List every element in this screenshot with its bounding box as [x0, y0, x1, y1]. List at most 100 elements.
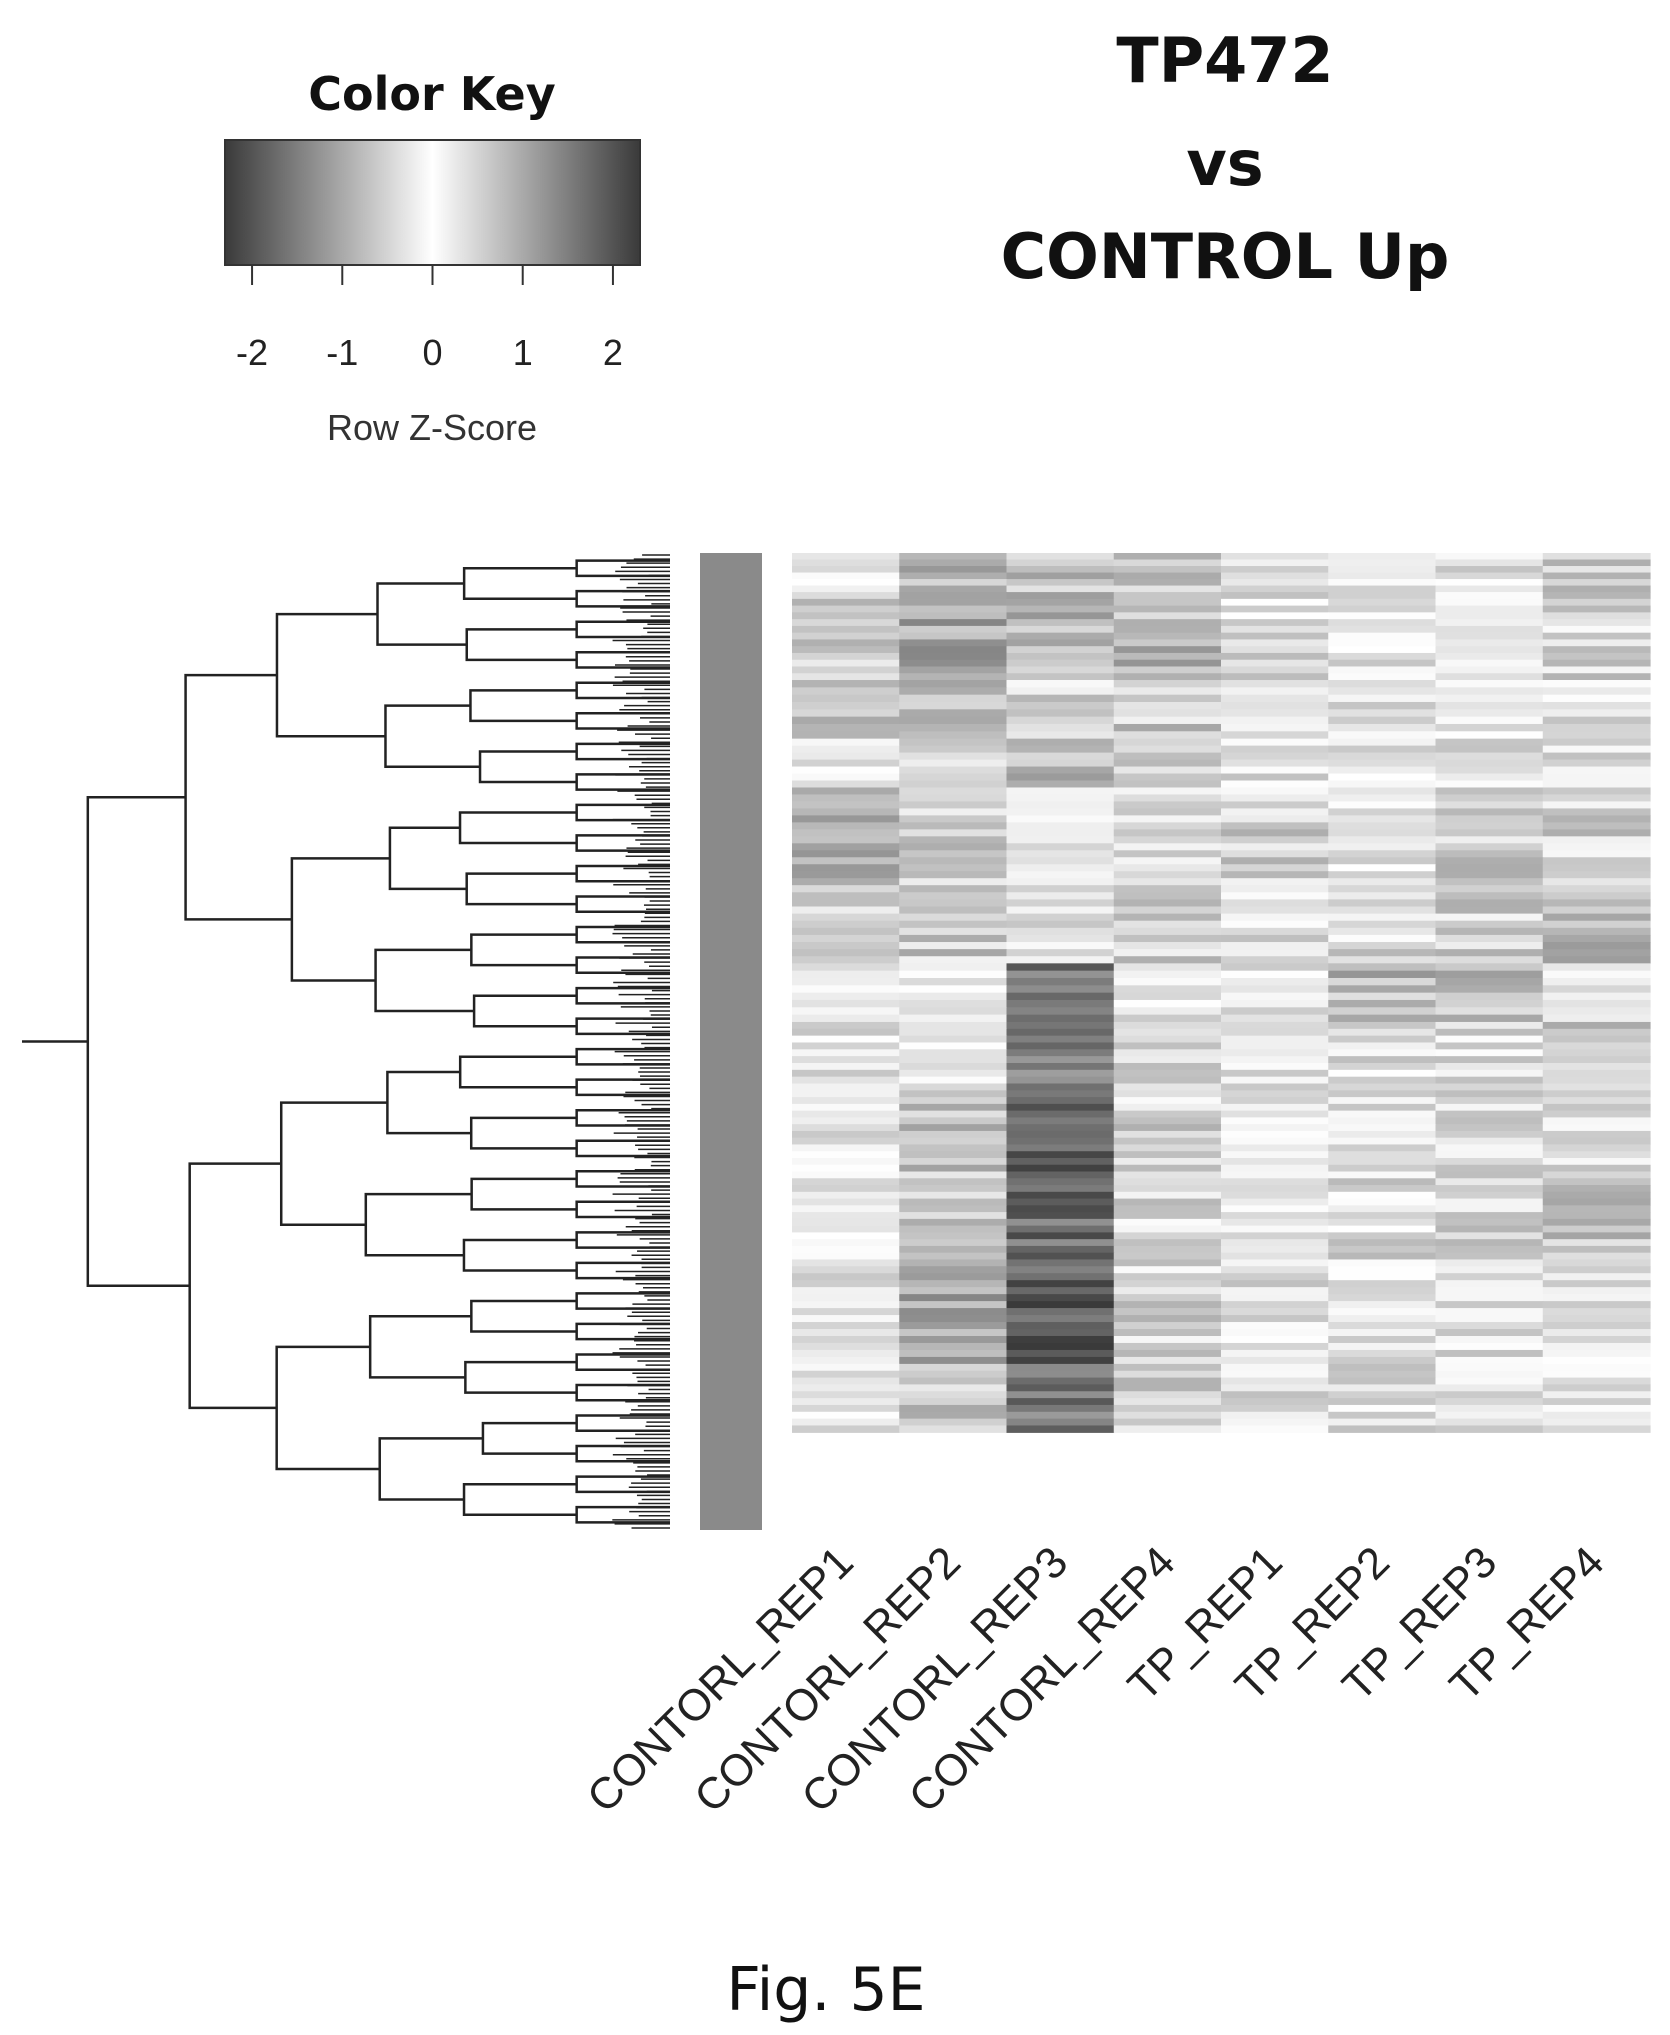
- heatmap-cell: [1006, 1062, 1115, 1071]
- heatmap-cell: [1542, 829, 1651, 837]
- heatmap-cell: [1542, 1322, 1651, 1330]
- heatmap-cell: [899, 1384, 1008, 1392]
- heatmap-cell: [899, 1404, 1008, 1413]
- heatmap-cell: [1221, 878, 1329, 886]
- heatmap-cell: [1328, 1117, 1437, 1125]
- heatmap-cell: [1113, 1384, 1222, 1392]
- heatmap-cell: [1113, 585, 1222, 593]
- heatmap-cell: [1006, 1245, 1115, 1254]
- heatmap-cell: [1006, 801, 1115, 810]
- heatmap-cell: [792, 1363, 900, 1372]
- heatmap-cell: [1006, 1322, 1115, 1330]
- heatmap-cell: [792, 1137, 900, 1146]
- heatmap-cell: [1435, 579, 1544, 587]
- heatmap-cell: [1221, 1062, 1329, 1071]
- heatmap-cell: [1221, 1007, 1329, 1016]
- heatmap-cell: [792, 1014, 900, 1023]
- dendrogram-branch: [575, 1505, 670, 1524]
- heatmap-cell: [1006, 1212, 1115, 1220]
- heatmap-cell: [1435, 992, 1544, 1001]
- heatmap-cell: [1113, 1404, 1222, 1413]
- heatmap-cell: [1006, 1356, 1115, 1365]
- heatmap-cell: [1221, 632, 1329, 641]
- heatmap-cell: [899, 1212, 1008, 1220]
- heatmap-cell: [1113, 1218, 1222, 1227]
- heatmap-cell: [792, 1130, 900, 1139]
- heatmap-cell: [899, 1178, 1008, 1186]
- heatmap-cell: [1006, 1103, 1115, 1112]
- heatmap-cell: [1221, 871, 1329, 879]
- heatmap-cell: [1542, 709, 1651, 718]
- heatmap-cell: [1328, 1398, 1437, 1406]
- heatmap-cell: [1006, 572, 1115, 580]
- heatmap-cell: [1435, 871, 1544, 879]
- heatmap-cell: [899, 694, 1008, 703]
- heatmap-cell: [1435, 680, 1544, 688]
- heatmap-cell: [792, 1356, 900, 1365]
- heatmap-cell: [1113, 942, 1222, 950]
- heatmap-cell: [1328, 701, 1437, 710]
- heatmap-cell: [1435, 716, 1544, 725]
- heatmap-cell: [1328, 1185, 1437, 1193]
- heatmap-cell: [1542, 871, 1651, 879]
- heatmap-cell: [899, 1287, 1008, 1295]
- dendrogram-branch: [290, 857, 390, 982]
- heatmap-cell: [1328, 815, 1437, 823]
- heatmap-cell: [1328, 566, 1437, 574]
- heatmap-cell: [1113, 572, 1222, 580]
- heatmap-cell: [1328, 992, 1437, 1001]
- heatmap-cell: [1221, 619, 1329, 627]
- heatmap-cell: [1542, 1404, 1651, 1413]
- heatmap-cell: [792, 1273, 900, 1281]
- heatmap-cell: [792, 787, 900, 796]
- heatmap-cell: [1435, 1370, 1544, 1379]
- heatmap-cell: [792, 1007, 900, 1016]
- heatmap-cell: [1113, 949, 1222, 957]
- heatmap-cell: [1328, 1363, 1437, 1372]
- heatmap-cell: [1006, 906, 1115, 915]
- heatmap-cell: [1328, 745, 1437, 754]
- dendrogram-branch: [575, 1170, 670, 1188]
- heatmap-cell: [899, 1342, 1008, 1351]
- heatmap-cell: [1542, 1294, 1651, 1302]
- heatmap-cell: [1006, 579, 1115, 587]
- heatmap-cell: [1006, 899, 1115, 908]
- heatmap-cell: [1113, 1069, 1222, 1078]
- heatmap-cell: [1542, 566, 1651, 574]
- heatmap-cell: [792, 1232, 900, 1240]
- dendrogram-branch: [575, 1078, 670, 1097]
- heatmap-cell: [1435, 1097, 1544, 1105]
- heatmap-cell: [1006, 836, 1115, 844]
- heatmap-cell: [1328, 579, 1437, 587]
- heatmap-cell: [792, 1144, 900, 1152]
- heatmap-cell: [1113, 673, 1222, 681]
- heatmap-cell: [1542, 659, 1651, 668]
- heatmap-cell: [1221, 723, 1329, 732]
- color-key-gradient: [224, 139, 641, 266]
- heatmap-cell: [1113, 1035, 1222, 1044]
- heatmap-cell: [1006, 1349, 1115, 1358]
- heatmap-cell: [1435, 1157, 1544, 1166]
- dendrogram-branch: [472, 994, 577, 1028]
- heatmap-cell: [792, 553, 900, 561]
- heatmap-cell: [1328, 673, 1437, 681]
- heatmap-cell: [1542, 1083, 1651, 1091]
- heatmap-cell: [1221, 913, 1329, 922]
- heatmap-cell: [1435, 723, 1544, 732]
- heatmap-cell: [1328, 1335, 1437, 1344]
- heatmap-cell: [1006, 680, 1115, 688]
- heatmap-cell: [1435, 1191, 1544, 1200]
- heatmap-cell: [1435, 878, 1544, 886]
- title-line-1: TP472: [1116, 24, 1333, 97]
- heatmap-cell: [792, 646, 900, 654]
- dendrogram-branch: [575, 1261, 670, 1280]
- dendrogram-branch: [575, 986, 670, 1005]
- heatmap-cell: [1328, 1144, 1437, 1152]
- heatmap-cell: [1006, 794, 1115, 803]
- heatmap-cell: [1435, 822, 1544, 830]
- heatmap-cell: [1328, 766, 1437, 775]
- dendrogram-branch: [279, 1101, 388, 1226]
- heatmap-cell: [1435, 1185, 1544, 1193]
- heatmap-cell: [792, 878, 900, 886]
- heatmap-cell: [1113, 977, 1222, 986]
